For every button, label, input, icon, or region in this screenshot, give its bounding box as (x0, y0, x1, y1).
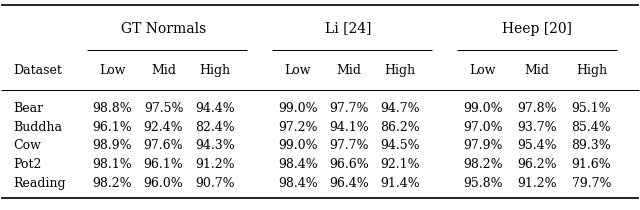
Text: 85.4%: 85.4% (572, 121, 611, 134)
Text: 98.2%: 98.2% (93, 177, 132, 190)
Text: Mid: Mid (336, 64, 361, 77)
Text: 97.0%: 97.0% (463, 121, 502, 134)
Text: 98.8%: 98.8% (93, 102, 132, 115)
Text: Dataset: Dataset (13, 64, 62, 77)
Text: 97.7%: 97.7% (329, 102, 369, 115)
Text: 97.5%: 97.5% (144, 102, 183, 115)
Text: Low: Low (99, 64, 125, 77)
Text: 95.1%: 95.1% (572, 102, 611, 115)
Text: Reading: Reading (13, 177, 66, 190)
Text: Li [24]: Li [24] (326, 21, 372, 35)
Text: 82.4%: 82.4% (195, 121, 234, 134)
Text: 97.9%: 97.9% (463, 139, 502, 152)
Text: 96.4%: 96.4% (329, 177, 369, 190)
Text: 98.4%: 98.4% (278, 158, 317, 171)
Text: Low: Low (284, 64, 311, 77)
Text: 94.7%: 94.7% (380, 102, 420, 115)
Text: Buddha: Buddha (13, 121, 63, 134)
Text: 99.0%: 99.0% (278, 102, 317, 115)
Text: 86.2%: 86.2% (380, 121, 420, 134)
Text: 99.0%: 99.0% (463, 102, 502, 115)
Text: 94.5%: 94.5% (380, 139, 420, 152)
Text: 91.4%: 91.4% (380, 177, 420, 190)
Text: Mid: Mid (151, 64, 176, 77)
Text: 96.0%: 96.0% (143, 177, 184, 190)
Text: 91.2%: 91.2% (517, 177, 557, 190)
Text: 94.1%: 94.1% (329, 121, 369, 134)
Text: 92.4%: 92.4% (144, 121, 183, 134)
Text: 91.6%: 91.6% (572, 158, 611, 171)
Text: 96.1%: 96.1% (143, 158, 184, 171)
Text: Heep [20]: Heep [20] (502, 21, 572, 35)
Text: 99.0%: 99.0% (278, 139, 317, 152)
Text: 96.2%: 96.2% (517, 158, 557, 171)
Text: Pot2: Pot2 (13, 158, 42, 171)
Text: 95.8%: 95.8% (463, 177, 502, 190)
Text: 98.4%: 98.4% (278, 177, 317, 190)
Text: High: High (576, 64, 607, 77)
Text: Bear: Bear (13, 102, 44, 115)
Text: 91.2%: 91.2% (195, 158, 234, 171)
Text: 98.2%: 98.2% (463, 158, 502, 171)
Text: 94.3%: 94.3% (195, 139, 234, 152)
Text: High: High (384, 64, 415, 77)
Text: 97.8%: 97.8% (517, 102, 557, 115)
Text: High: High (199, 64, 230, 77)
Text: 89.3%: 89.3% (572, 139, 611, 152)
Text: 98.1%: 98.1% (93, 158, 132, 171)
Text: 95.4%: 95.4% (517, 139, 557, 152)
Text: 97.6%: 97.6% (144, 139, 183, 152)
Text: Cow: Cow (13, 139, 42, 152)
Text: 96.1%: 96.1% (93, 121, 132, 134)
Text: 98.9%: 98.9% (93, 139, 132, 152)
Text: 97.7%: 97.7% (329, 139, 369, 152)
Text: Mid: Mid (525, 64, 550, 77)
Text: 97.2%: 97.2% (278, 121, 317, 134)
Text: GT Normals: GT Normals (121, 21, 206, 35)
Text: 79.7%: 79.7% (572, 177, 611, 190)
Text: 90.7%: 90.7% (195, 177, 234, 190)
Text: 94.4%: 94.4% (195, 102, 234, 115)
Text: 92.1%: 92.1% (380, 158, 420, 171)
Text: Low: Low (470, 64, 496, 77)
Text: 93.7%: 93.7% (517, 121, 557, 134)
Text: 96.6%: 96.6% (329, 158, 369, 171)
